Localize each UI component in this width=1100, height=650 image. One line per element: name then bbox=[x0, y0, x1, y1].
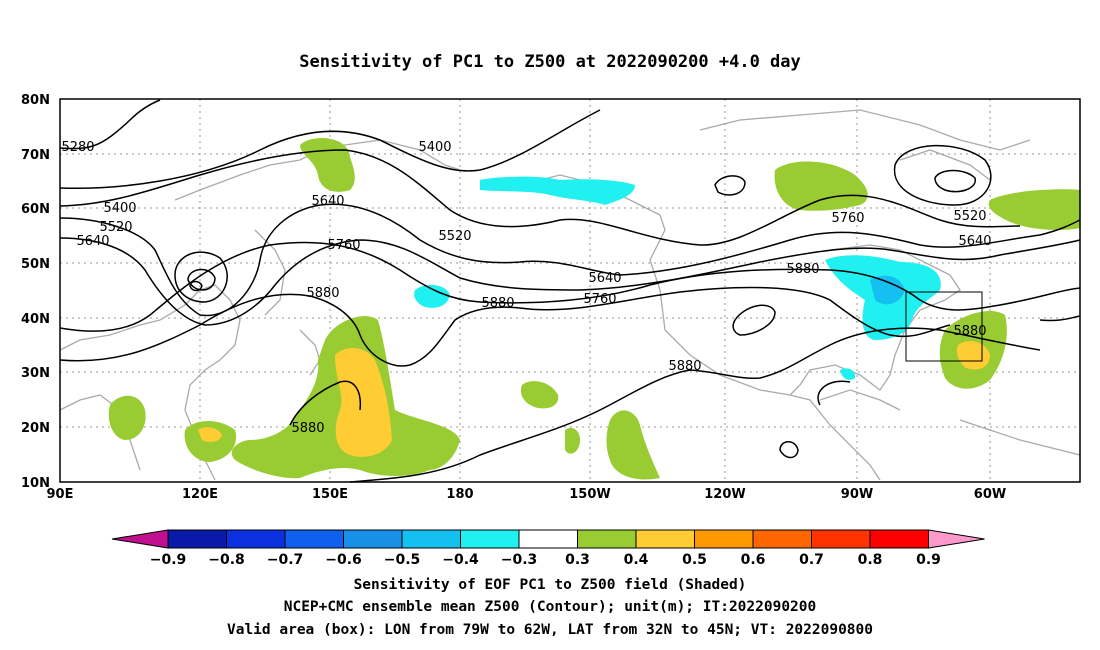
contour-label: 5520 bbox=[438, 229, 471, 244]
lat-tick-label: 70N bbox=[21, 148, 50, 163]
lat-axis: 10N 20N 30N 40N 50N 60N 70N 80N bbox=[21, 93, 50, 491]
colorbar-label: −0.8 bbox=[208, 552, 245, 568]
lat-tick-label: 10N bbox=[21, 476, 50, 491]
colorbar-label: 0.8 bbox=[858, 552, 883, 568]
shade-patch bbox=[606, 410, 660, 480]
map-frame bbox=[59, 98, 1081, 483]
colorbar-end-triangle bbox=[928, 529, 985, 549]
colorbar-label: −0.4 bbox=[442, 552, 479, 568]
colorbar-label: −0.9 bbox=[150, 552, 187, 568]
colorbar-label: −0.3 bbox=[501, 552, 538, 568]
colorbar-segment bbox=[167, 529, 227, 549]
contour-label: 5640 bbox=[76, 234, 109, 249]
shade-patch bbox=[774, 161, 868, 211]
lon-tick-label: 180 bbox=[446, 487, 473, 502]
colorbar-segment bbox=[284, 529, 344, 549]
lon-tick-label: 120E bbox=[182, 487, 218, 502]
figure-title: Sensitivity of PC1 to Z500 at 2022090200… bbox=[299, 52, 801, 72]
lon-tick-label: 90E bbox=[47, 487, 74, 502]
colorbar-segment bbox=[635, 529, 695, 549]
contour-label: 5880 bbox=[953, 324, 986, 339]
colorbar-segment bbox=[694, 529, 754, 549]
shade-patch bbox=[198, 427, 222, 443]
colorbar-label: 0.4 bbox=[624, 552, 649, 568]
lat-tick-label: 30N bbox=[21, 366, 50, 381]
contour-label: 5280 bbox=[61, 140, 94, 155]
colorbar-segment bbox=[577, 529, 637, 549]
contour-label: 5880 bbox=[786, 262, 819, 277]
contour-label: 5640 bbox=[958, 234, 991, 249]
colorbar-label: 0.3 bbox=[565, 552, 590, 568]
contour-label: 5760 bbox=[831, 211, 864, 226]
contours bbox=[59, 99, 1081, 483]
shade-patch bbox=[480, 176, 635, 205]
contour-label: 5400 bbox=[103, 201, 136, 216]
lat-tick-label: 60N bbox=[21, 202, 50, 217]
contour-label: 5640 bbox=[311, 194, 344, 209]
lat-tick-label: 20N bbox=[21, 421, 50, 436]
lon-tick-label: 90W bbox=[841, 487, 873, 502]
colorbar-segment bbox=[811, 529, 871, 549]
colorbar-segment bbox=[752, 529, 812, 549]
contour-label: 5640 bbox=[588, 271, 621, 286]
contour-label: 5880 bbox=[668, 359, 701, 374]
caption-line-1: Sensitivity of EOF PC1 to Z500 field (Sh… bbox=[354, 577, 747, 593]
contour-label: 5520 bbox=[953, 209, 986, 224]
shade-patch bbox=[335, 348, 392, 457]
caption-line-3: Valid area (box): LON from 79W to 62W, L… bbox=[227, 622, 873, 638]
shade-patch bbox=[414, 284, 450, 308]
map-panel: 5280 5400 5400 5520 5640 5640 5520 5640 … bbox=[59, 98, 1081, 483]
colorbar bbox=[111, 529, 985, 549]
shade-patch bbox=[840, 368, 856, 380]
colorbar-segment bbox=[401, 529, 461, 549]
colorbar-segment bbox=[518, 529, 578, 549]
contour-label: 5760 bbox=[327, 238, 360, 253]
colorbar-end-triangle bbox=[111, 529, 169, 549]
colorbar-label: 0.7 bbox=[799, 552, 824, 568]
lon-axis: 90E 120E 150E 180 150W 120W 90W 60W bbox=[47, 487, 1007, 502]
shade-patch bbox=[870, 275, 905, 305]
colorbar-labels: −0.9 −0.8 −0.7 −0.6 −0.5 −0.4 −0.3 0.3 0.4 0.5 0.6… bbox=[150, 552, 941, 568]
lon-tick-label: 150W bbox=[569, 487, 610, 502]
shade-patch bbox=[108, 395, 146, 440]
colorbar-label: 0.9 bbox=[916, 552, 941, 568]
lon-tick-label: 150E bbox=[312, 487, 348, 502]
shade-patch bbox=[520, 381, 559, 409]
colorbar-segment bbox=[869, 529, 929, 549]
contour-label-group: 5280 5400 5400 5520 5640 5640 5520 5640 … bbox=[61, 140, 991, 436]
shade-patch bbox=[988, 189, 1080, 230]
colorbar-label: 0.6 bbox=[741, 552, 766, 568]
caption-line-2: NCEP+CMC ensemble mean Z500 (Contour); u… bbox=[284, 599, 817, 615]
valid-area-box bbox=[905, 291, 983, 362]
colorbar-label: 0.5 bbox=[682, 552, 707, 568]
colorbar-segment bbox=[460, 529, 520, 549]
contour-label: 5760 bbox=[583, 292, 616, 307]
colorbar-segment bbox=[226, 529, 286, 549]
lat-tick-label: 80N bbox=[21, 93, 50, 108]
contour-label: 5520 bbox=[99, 220, 132, 235]
shade-patch bbox=[565, 428, 580, 454]
lat-tick-label: 40N bbox=[21, 312, 50, 327]
colorbar-label: −0.5 bbox=[384, 552, 421, 568]
colorbar-segment bbox=[343, 529, 403, 549]
contour-label: 5880 bbox=[481, 296, 514, 311]
lon-tick-label: 120W bbox=[704, 487, 745, 502]
colorbar-label: −0.7 bbox=[267, 552, 304, 568]
contour-label: 5400 bbox=[418, 140, 451, 155]
colorbar-label: −0.6 bbox=[325, 552, 362, 568]
lon-tick-label: 60W bbox=[974, 487, 1006, 502]
lat-tick-label: 50N bbox=[21, 257, 50, 272]
contour-label: 5880 bbox=[291, 421, 324, 436]
contour-label: 5880 bbox=[306, 286, 339, 301]
